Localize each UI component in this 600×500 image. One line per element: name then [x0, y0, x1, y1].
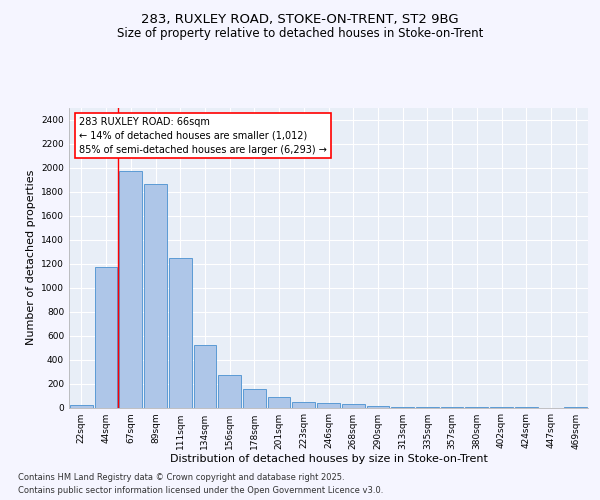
- Text: 283 RUXLEY ROAD: 66sqm
← 14% of detached houses are smaller (1,012)
85% of semi-: 283 RUXLEY ROAD: 66sqm ← 14% of detached…: [79, 116, 327, 154]
- Bar: [169, 258, 191, 408]
- Bar: [342, 404, 365, 407]
- Bar: [367, 406, 389, 407]
- Bar: [70, 404, 93, 407]
- Text: Size of property relative to detached houses in Stoke-on-Trent: Size of property relative to detached ho…: [117, 28, 483, 40]
- Text: Contains public sector information licensed under the Open Government Licence v3: Contains public sector information licen…: [18, 486, 383, 495]
- Bar: [119, 171, 142, 408]
- Bar: [317, 403, 340, 407]
- Bar: [243, 389, 266, 407]
- Bar: [144, 184, 167, 408]
- Bar: [218, 374, 241, 408]
- Text: 283, RUXLEY ROAD, STOKE-ON-TRENT, ST2 9BG: 283, RUXLEY ROAD, STOKE-ON-TRENT, ST2 9B…: [141, 12, 459, 26]
- Bar: [292, 402, 315, 407]
- Text: Contains HM Land Registry data © Crown copyright and database right 2025.: Contains HM Land Registry data © Crown c…: [18, 474, 344, 482]
- Bar: [194, 345, 216, 408]
- Y-axis label: Number of detached properties: Number of detached properties: [26, 170, 35, 345]
- Bar: [268, 398, 290, 407]
- X-axis label: Distribution of detached houses by size in Stoke-on-Trent: Distribution of detached houses by size …: [170, 454, 487, 464]
- Bar: [95, 267, 118, 408]
- Bar: [391, 406, 414, 408]
